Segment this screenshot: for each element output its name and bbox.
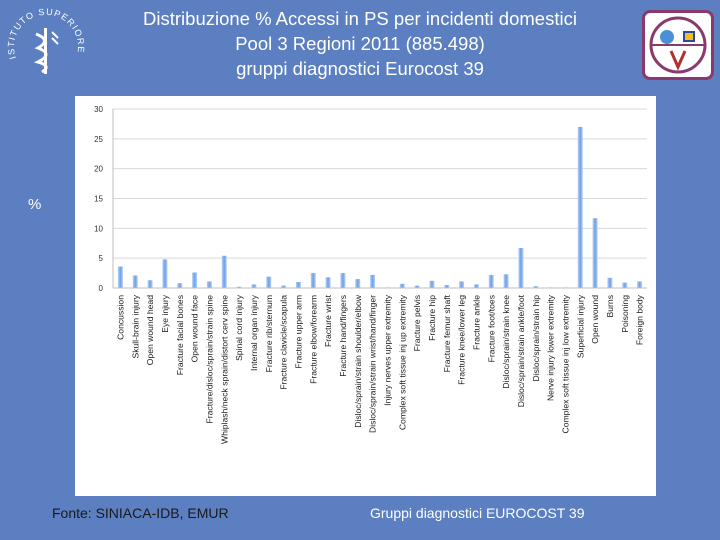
bar [147,280,153,288]
x-tick-label: Fracture hip [427,295,437,341]
y-tick-label: 0 [99,284,104,293]
bar [577,126,583,289]
title-line-2: Pool 3 Regioni 2011 (885.498) [235,33,485,54]
bar [281,285,287,288]
bar [177,283,183,288]
x-tick-label: Fracture foot/toes [486,295,496,362]
bar [414,285,420,288]
x-tick-label: Open wound head [145,295,155,365]
bar [592,218,598,288]
x-tick-label: Injury nerves upper extremity [382,294,392,406]
bar [251,284,257,288]
x-tick-label: Eye injury [160,294,170,332]
x-tick-label: Disloc/sprain/strain knee [501,295,511,389]
x-tick-label: Whiplash/neck sprain/distort cerv spine [219,295,229,444]
bar [132,275,138,288]
x-tick-label: Open wound [590,295,600,344]
x-tick-label: Superficial injury [575,294,585,358]
bar [340,273,346,288]
bar [355,279,361,288]
bar [459,281,465,288]
bar-chart: 0 5 10 15 20 25 30 Concussion Skull-brain injury… [94,105,647,444]
x-tick-label: Disloc/sprain/strain ankle/foot [516,294,526,407]
bar [444,285,450,288]
x-tick-label: Fracture femur shaft [442,294,452,372]
bar [518,248,524,288]
source-note: Fonte: SINIACA-IDB, EMUR [52,505,229,521]
y-tick-label: 15 [94,195,103,204]
x-tick-label: Foreign body [635,294,645,345]
groups-note: Gruppi diagnostici EUROCOST 39 [370,505,585,521]
y-tick-label: 25 [94,135,103,144]
title-line-3: gruppi diagnostici Eurocost 39 [236,58,484,79]
bar [192,272,198,288]
bar [162,259,168,288]
chart-panel: 0 5 10 15 20 25 30 Concussion Skull-brain injury… [75,96,656,496]
x-tick-label: Fracture/disloc/sprain/strain spine [204,295,214,424]
bar [637,281,643,288]
x-tick-label: Complex soft tissue inj up extremity [397,294,407,430]
bar [533,286,539,288]
bar [310,273,316,288]
y-tick-label: 5 [99,254,104,263]
eurocost-logo [642,10,714,80]
x-tick-label: Fracture pelvis [412,295,422,351]
bar [221,255,227,288]
bar [607,277,613,288]
bar [488,274,494,288]
x-tick-label: Poisoning [620,295,630,333]
x-tick-label: Disloc/sprain/strain wrist/hand/finger [368,295,378,433]
x-tick-label: Fracture wrist [323,294,333,347]
x-tick-label: Burns [605,295,615,317]
y-unit-label: % [28,196,42,213]
x-tick-label: Internal organ injury [249,294,259,371]
bar [325,277,331,288]
x-tick-label: Fracture hand/fingers [338,295,348,377]
x-tick-label: Fracture rib/sternum [264,295,274,372]
bar [295,282,301,288]
bar [236,286,242,288]
x-tick-label: Concussion [115,295,125,340]
y-tick-label: 20 [94,165,103,174]
bar [399,283,405,288]
x-tick-label: Fracture ankle [471,295,481,350]
x-tick-label: Disloc/sprain/strain shoulder/elbow [353,294,363,428]
bar [622,282,628,288]
iss-logo: ISTITUTO SUPERIORE DI SANITÀ [2,2,85,74]
x-tick-label: Fracture facial bones [175,295,185,375]
x-tick-label: Fracture clavicle/scapula [279,295,289,390]
x-tick-label: Fracture elbow/forearm [308,295,318,384]
x-tick-label: Complex soft tissue inj low extremity [560,294,570,433]
x-tick-label: Fracture knee/lower leg [457,295,467,385]
x-tick-label: Open wound face [190,295,200,363]
chart-title: Distribuzione % Accessi in PS per incide… [95,6,625,81]
bar [429,280,435,288]
x-tick-label: Fracture upper arm [293,295,303,369]
x-tick-label: Skull-brain injury [130,294,140,358]
x-tick-label: Spinal cord injury [234,294,244,361]
bar [266,276,272,288]
x-tick-label: Nerve injury lower extremity [546,294,556,401]
bar [503,274,509,288]
bar [473,284,479,288]
title-line-1: Distribuzione % Accessi in PS per incide… [143,8,577,29]
bar [117,266,123,288]
bar [370,274,376,288]
bar [206,281,212,288]
y-tick-label: 10 [94,224,103,233]
x-tick-label: Disloc/sprain/strain hip [531,295,541,382]
y-tick-label: 30 [94,105,103,114]
